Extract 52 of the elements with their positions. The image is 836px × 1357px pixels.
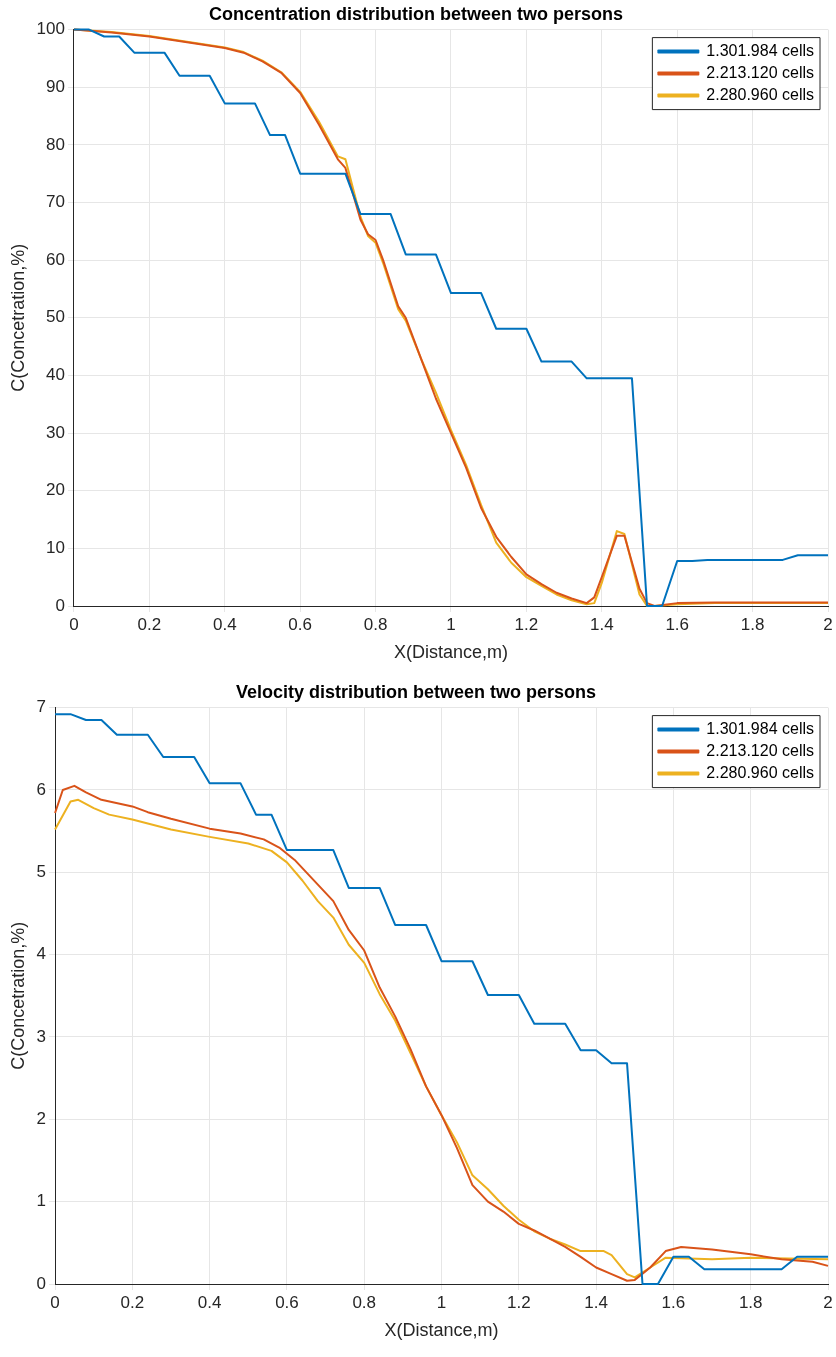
y-tick-label: 1 (36, 1191, 47, 1211)
x-tick-label: 1 (436, 1292, 447, 1312)
y-tick-label: 60 (46, 249, 65, 269)
x-tick-label: 1.2 (507, 1292, 531, 1312)
legend-label: 1.301.984 cells (706, 720, 815, 738)
x-tick-label: 0.6 (275, 1292, 299, 1312)
x-axis-title: X(Distance,m) (384, 1320, 499, 1341)
y-tick-label: 90 (46, 76, 65, 96)
legend-label: 2.280.960 cells (706, 764, 815, 782)
x-tick-label: 0.2 (137, 614, 162, 634)
y-axis-title: C(Concetration,%) (7, 921, 28, 1070)
y-tick-label: 70 (46, 192, 65, 212)
y-tick-label: 6 (36, 779, 47, 799)
y-tick-label: 7 (36, 697, 47, 717)
y-tick-label: 2 (36, 1109, 47, 1128)
y-tick-label: 4 (36, 944, 47, 964)
x-tick-label: 1.4 (584, 1292, 608, 1312)
legend-label: 1.301.984 cells (706, 42, 815, 60)
y-tick-label: 0 (55, 595, 65, 615)
legend-label: 2.280.960 cells (706, 86, 815, 104)
y-tick-label: 3 (36, 1026, 47, 1046)
y-tick-label: 40 (46, 365, 65, 385)
chart-title: Concentration distribution between two persons (208, 3, 624, 24)
y-tick-label: 50 (46, 307, 65, 327)
x-tick-label: 0 (69, 614, 79, 634)
x-tick-label: 1.4 (589, 614, 614, 634)
x-tick-label: 1.6 (661, 1292, 686, 1312)
x-tick-label: 0.4 (197, 1292, 222, 1312)
y-tick-label: 0 (36, 1273, 47, 1293)
x-axis-title: X(Distance,m) (393, 642, 508, 663)
x-tick-label: 1 (446, 614, 456, 634)
x-tick-label: 0.4 (212, 614, 237, 634)
y-tick-label: 100 (36, 19, 65, 39)
y-tick-label: 20 (46, 480, 65, 500)
x-tick-label: 0.8 (363, 614, 388, 634)
x-tick-label: 1.6 (665, 614, 690, 634)
y-tick-label: 80 (46, 134, 65, 154)
y-tick-label: 30 (46, 422, 65, 442)
x-tick-label: 0.2 (120, 1292, 145, 1312)
x-tick-label: 0.6 (288, 614, 312, 634)
x-tick-label: 2 (823, 614, 833, 634)
y-tick-label: 10 (46, 538, 65, 558)
legend-label: 2.213.120 cells (706, 742, 815, 760)
x-tick-label: 1.8 (738, 1292, 763, 1312)
x-tick-label: 1.8 (740, 614, 765, 634)
y-tick-label: 5 (36, 861, 47, 881)
x-tick-label: 1.2 (514, 614, 539, 634)
y-axis-title: C(Concetration,%) (7, 243, 28, 392)
chart-title: Velocity distribution between two persons (235, 681, 597, 702)
legend-label: 2.213.120 cells (706, 64, 815, 82)
x-tick-label: 2 (823, 1292, 833, 1312)
x-tick-label: 0.8 (352, 1292, 377, 1312)
